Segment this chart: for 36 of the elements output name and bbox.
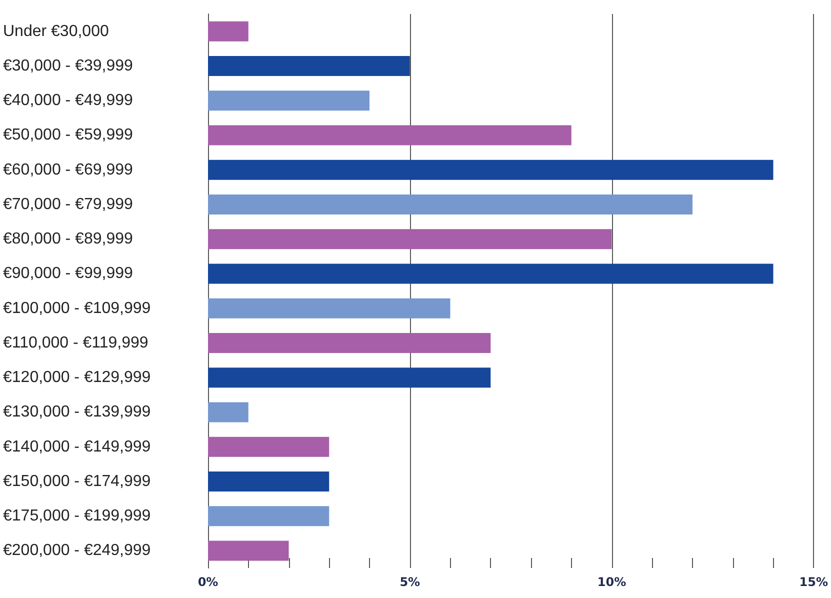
bar [208, 298, 450, 318]
bar [208, 21, 248, 42]
y-tick-label: €140,000 - €149,999 [3, 438, 151, 456]
y-tick-label: Under €30,000 [3, 22, 109, 40]
x-tick-label: 15% [799, 575, 828, 589]
bar [208, 471, 330, 492]
bar [208, 194, 693, 214]
bar [208, 506, 330, 526]
bar [208, 56, 410, 76]
y-tick-label: €110,000 - €119,999 [3, 334, 148, 352]
bar [208, 160, 774, 180]
bar [208, 264, 774, 284]
y-tick-label: €175,000 - €199,999 [3, 508, 151, 525]
y-tick-label: €40,000 - €49,999 [3, 92, 133, 110]
y-tick-label: €130,000 - €139,999 [3, 404, 151, 421]
y-tick-label: €120,000 - €129,999 [3, 369, 151, 386]
x-tick-label: 0% [198, 575, 218, 589]
y-tick-label: €150,000 - €174,999 [3, 472, 151, 490]
bar [208, 229, 612, 250]
x-tick-label: 5% [400, 575, 420, 589]
y-tick-label: €80,000 - €89,999 [3, 230, 133, 248]
x-tick-label: 10% [597, 575, 626, 589]
y-tick-label: €50,000 - €59,999 [3, 126, 133, 144]
bar [208, 368, 491, 388]
y-tick-label: €100,000 - €109,999 [3, 300, 151, 317]
y-tick-label: €200,000 - €249,999 [3, 542, 151, 560]
y-tick-label: €30,000 - €39,999 [3, 57, 133, 74]
bar [208, 540, 289, 561]
bar [208, 90, 370, 111]
bar [208, 332, 491, 353]
bar [208, 436, 330, 457]
y-tick-label: €90,000 - €99,999 [3, 265, 133, 282]
y-tick-label: €70,000 - €79,999 [3, 196, 133, 213]
bar [208, 402, 248, 422]
y-tick-label: €60,000 - €69,999 [3, 161, 133, 178]
bar [208, 125, 572, 146]
